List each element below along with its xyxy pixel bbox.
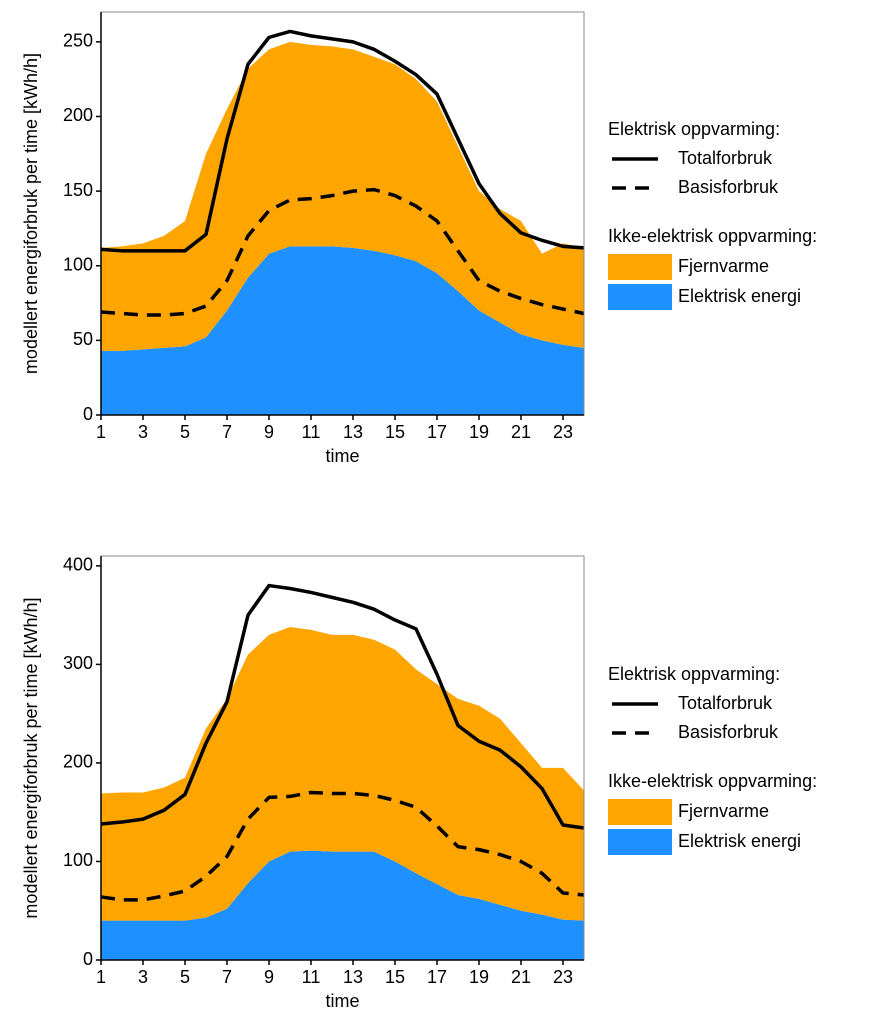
x-tick-label: 1 <box>96 967 106 987</box>
x-tick-label: 11 <box>302 422 321 442</box>
x-tick-label: 3 <box>138 967 148 987</box>
x-tick-label: 17 <box>427 967 447 987</box>
x-axis-label: time <box>325 991 359 1011</box>
x-tick-label: 13 <box>343 422 363 442</box>
area <box>101 41 584 351</box>
x-tick-label: 7 <box>222 967 232 987</box>
legend-title: Ikke-elektrisk oppvarming: <box>608 226 817 246</box>
x-tick-label: 15 <box>385 967 405 987</box>
legend-label: Basisforbruk <box>678 177 779 197</box>
y-axis-label: modellert energiforbruk per time [kWh/h] <box>21 597 41 918</box>
legend-title: Elektrisk oppvarming: <box>608 119 780 139</box>
legend-label: Fjernvarme <box>678 256 769 276</box>
x-tick-label: 3 <box>138 422 148 442</box>
x-tick-label: 23 <box>553 422 573 442</box>
line <box>100 29 585 253</box>
x-tick-label: 21 <box>511 967 531 987</box>
y-tick-label: 200 <box>63 752 93 772</box>
x-tick-label: 7 <box>222 422 232 442</box>
legend-key <box>608 254 672 280</box>
line <box>100 187 585 317</box>
legend-label: Fjernvarme <box>678 801 769 821</box>
x-tick-label: 23 <box>553 967 573 987</box>
area <box>101 850 584 960</box>
x-tick-label: 19 <box>469 967 489 987</box>
legend-key <box>608 829 672 855</box>
line <box>100 583 585 830</box>
legend-title: Elektrisk oppvarming: <box>608 664 780 684</box>
area <box>101 246 584 415</box>
x-tick-label: 9 <box>264 967 274 987</box>
legend-label: Elektrisk energi <box>678 831 801 851</box>
x-tick-label: 19 <box>469 422 489 442</box>
y-tick-label: 200 <box>63 105 93 125</box>
y-tick-label: 100 <box>63 254 93 274</box>
y-tick-label: 300 <box>63 653 93 673</box>
x-tick-label: 5 <box>180 422 190 442</box>
legend-label: Totalforbruk <box>678 693 773 713</box>
legend-label: Elektrisk energi <box>678 286 801 306</box>
x-axis-label: time <box>325 446 359 466</box>
legend-label: Basisforbruk <box>678 722 779 742</box>
y-tick-label: 50 <box>73 329 93 349</box>
x-tick-label: 11 <box>302 967 321 987</box>
y-tick-label: 0 <box>83 404 93 424</box>
legend-label: Totalforbruk <box>678 148 773 168</box>
legend-key <box>608 284 672 310</box>
legend-title: Ikke-elektrisk oppvarming: <box>608 771 817 791</box>
legend-key <box>608 799 672 825</box>
y-tick-label: 150 <box>63 180 93 200</box>
x-tick-label: 21 <box>511 422 531 442</box>
x-tick-label: 5 <box>180 967 190 987</box>
x-tick-label: 15 <box>385 422 405 442</box>
y-axis-label: modellert energiforbruk per time [kWh/h] <box>21 53 41 374</box>
y-tick-label: 100 <box>63 850 93 870</box>
line <box>100 790 585 902</box>
x-tick-label: 13 <box>343 967 363 987</box>
y-tick-label: 250 <box>63 31 93 51</box>
y-tick-label: 400 <box>63 555 93 575</box>
y-tick-label: 0 <box>83 949 93 969</box>
x-tick-label: 9 <box>264 422 274 442</box>
x-tick-label: 1 <box>96 422 106 442</box>
x-tick-label: 17 <box>427 422 447 442</box>
